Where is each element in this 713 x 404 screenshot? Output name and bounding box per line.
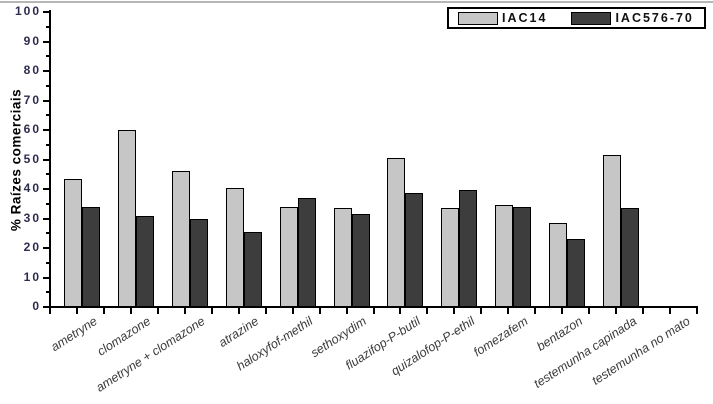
y-axis-major-tick (43, 99, 50, 102)
y-axis-minor-tick (46, 114, 50, 117)
y-axis-minor-tick (46, 25, 50, 28)
bar-iac576-70-1 (81, 206, 100, 307)
top-border-line (0, 1, 713, 3)
y-axis-major-tick (43, 306, 50, 308)
legend-box: IAC14 IAC576-70 (447, 7, 706, 29)
bar-iac14-2 (117, 130, 136, 307)
x-axis-tick (75, 308, 78, 314)
y-axis-tick-label: 50 (23, 151, 41, 166)
x-axis-tick (696, 308, 698, 314)
bar-iac14-6 (333, 208, 352, 307)
bar-iac14-10 (549, 222, 568, 307)
y-axis-tick-label: 90 (23, 33, 41, 48)
bar-iac576-70-6 (351, 214, 370, 307)
y-axis-tick-label: 60 (23, 122, 41, 136)
x-axis-tick (49, 308, 51, 314)
y-axis-major-tick (43, 70, 50, 72)
legend-label-iac576-70: IAC576-70 (615, 11, 694, 25)
x-axis-line (49, 306, 698, 308)
y-axis-minor-tick (46, 261, 50, 264)
bar-iac576-70-2 (135, 215, 154, 307)
x-axis-tick (426, 308, 429, 314)
y-axis-major-tick (43, 188, 50, 190)
x-category-label: testemunha no mato (589, 314, 693, 388)
y-axis-major-tick (43, 217, 50, 220)
x-axis-tick (318, 308, 321, 314)
y-axis-major-tick (43, 276, 50, 279)
bar-iac14-8 (441, 208, 460, 307)
x-axis-tick (453, 308, 456, 314)
y-axis-minor-tick (46, 291, 50, 294)
y-axis-major-tick (43, 158, 50, 161)
x-axis-tick (480, 308, 483, 314)
bar-iac576-70-8 (459, 190, 478, 307)
x-axis-tick (399, 308, 402, 314)
y-axis-tick-label: 40 (23, 181, 41, 195)
bar-iac576-70-10 (567, 239, 586, 307)
y-axis-minor-tick (46, 232, 50, 235)
y-axis-minor-tick (46, 55, 50, 58)
bar-iac576-70-3 (189, 218, 208, 307)
y-axis-major-tick (43, 129, 50, 131)
y-axis-major-tick (43, 11, 50, 13)
x-axis-tick (372, 308, 375, 314)
legend-entry-iac576-70: IAC576-70 (571, 11, 693, 25)
y-axis-major-tick (43, 247, 50, 249)
x-axis-tick (291, 308, 294, 314)
legend-label-iac14: IAC14 (502, 11, 548, 25)
x-axis-tick (669, 308, 672, 314)
legend-entry-iac14: IAC14 (458, 11, 547, 25)
x-axis-tick (507, 308, 510, 314)
y-axis-minor-tick (46, 84, 50, 87)
x-axis-tick (588, 308, 591, 314)
y-axis-minor-tick (46, 173, 50, 176)
x-axis-tick (642, 308, 645, 314)
legend-swatch-iac14 (458, 11, 498, 25)
x-axis-tick (264, 308, 267, 314)
y-axis-tick-label: 100 (14, 4, 41, 18)
bar-iac576-70-11 (621, 208, 640, 307)
y-axis-tick-label: 30 (23, 210, 41, 225)
x-axis-tick (129, 308, 132, 314)
legend-swatch-iac576-70 (571, 11, 612, 25)
y-axis-tick-label: 10 (23, 269, 41, 284)
x-axis-tick (615, 308, 618, 314)
bar-iac14-11 (603, 155, 622, 307)
bar-iac576-70-7 (405, 193, 424, 307)
y-axis-tick-label: 80 (23, 63, 41, 77)
bar-iac14-1 (63, 178, 82, 307)
bar-iac14-3 (171, 171, 190, 307)
y-axis-major-tick (43, 40, 50, 43)
x-axis-tick (210, 308, 213, 314)
bar-iac14-4 (225, 187, 244, 307)
y-axis-line (49, 10, 51, 308)
x-axis-tick (345, 308, 348, 314)
x-category-label: atrazine (216, 314, 262, 350)
x-axis-tick (237, 308, 240, 314)
bar-iac576-70-5 (297, 197, 316, 307)
bar-iac576-70-4 (243, 231, 262, 307)
x-axis-tick (561, 308, 564, 314)
x-axis-tick (183, 308, 186, 314)
y-axis-minor-tick (46, 143, 50, 146)
y-axis-tick-label: 0 (32, 299, 41, 313)
bar-iac14-7 (387, 158, 406, 307)
x-category-label: ametryne (48, 314, 100, 355)
y-axis-minor-tick (46, 202, 50, 205)
bar-iac14-9 (495, 205, 514, 307)
x-axis-tick (534, 308, 537, 314)
x-axis-tick (156, 308, 159, 314)
bar-iac14-5 (279, 206, 298, 307)
bar-iac576-70-9 (513, 206, 532, 307)
y-axis-tick-label: 70 (23, 92, 41, 107)
x-category-label: fomezafem (471, 314, 531, 360)
y-axis-tick-label: 20 (23, 240, 41, 254)
x-axis-tick (102, 308, 105, 314)
